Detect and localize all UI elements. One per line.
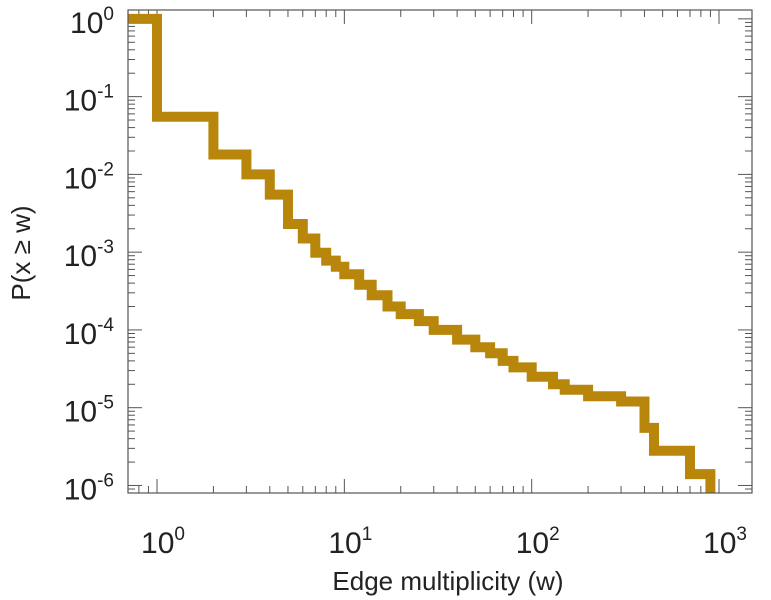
y-tick-label: 10-4 [64,315,115,351]
series-step-line [128,13,716,493]
y-tick-label: 10-1 [64,82,114,118]
plot-frame [127,9,753,494]
x-tick-label: 100 [141,524,185,560]
y-tick-label: 10-3 [64,237,114,273]
y-tick-label: 10-6 [64,470,114,506]
tick-labels-layer: 100 101 102 103 100 10-1 10-2 10-3 10-4 10-5 10-6 [64,4,747,560]
x-tick-label: 103 [703,524,747,560]
y-tick-label: 100 [70,4,114,40]
ticks-layer [127,10,752,494]
x-axis-title: Edge multiplicity (w) [332,566,563,596]
y-tick-label: 10-5 [64,393,114,429]
x-tick-label: 101 [328,524,372,560]
x-tick-label: 102 [516,524,560,560]
y-axis-title: P(x ≥ w) [6,205,36,300]
y-tick-label: 10-2 [64,159,114,195]
